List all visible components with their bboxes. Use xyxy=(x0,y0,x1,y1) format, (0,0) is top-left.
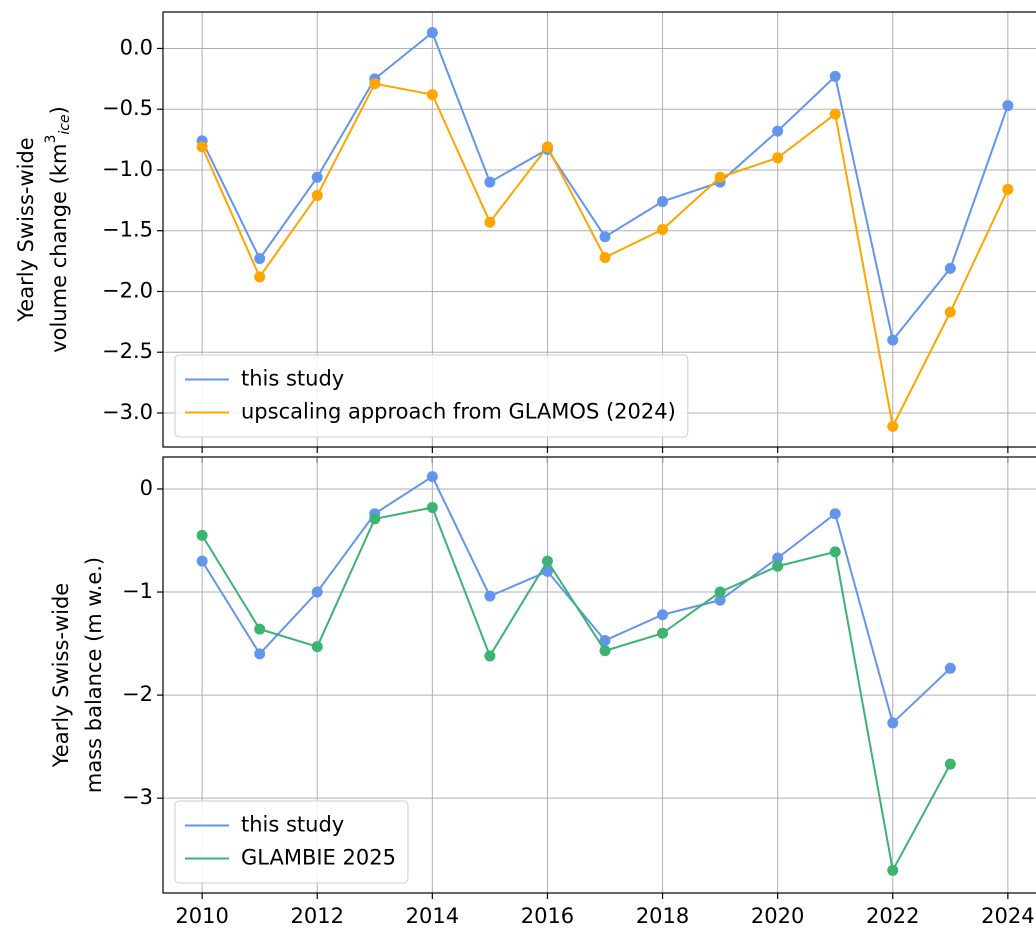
data-point xyxy=(829,546,841,558)
data-point xyxy=(426,89,438,101)
data-point xyxy=(1002,100,1014,112)
data-point xyxy=(311,586,323,598)
y-tick-label: −3 xyxy=(122,785,153,809)
data-point xyxy=(484,216,496,228)
x-tick-label: 2014 xyxy=(406,904,459,928)
data-point xyxy=(369,78,381,90)
data-point xyxy=(254,271,266,283)
data-point xyxy=(657,609,669,621)
x-tick-label: 2016 xyxy=(521,904,574,928)
x-tick-label: 2022 xyxy=(866,904,919,928)
legend-label: this study xyxy=(241,813,344,837)
data-point xyxy=(254,253,266,265)
x-tick-label: 2024 xyxy=(981,904,1034,928)
y-tick-label: −1.5 xyxy=(102,218,153,242)
y-tick-label: −3.0 xyxy=(102,400,153,424)
legend-box xyxy=(174,800,409,884)
y-tick-label: −2.5 xyxy=(102,339,153,363)
data-point xyxy=(657,196,669,208)
y-tick-label: −2 xyxy=(122,682,153,706)
data-point xyxy=(311,171,323,183)
legend-label: this study xyxy=(241,367,344,391)
y-tick-label: 0 xyxy=(140,476,153,500)
legend-label: GLAMBIE 2025 xyxy=(241,846,396,870)
data-point xyxy=(887,334,899,346)
data-point xyxy=(887,420,899,432)
y-tick-label: 0.0 xyxy=(120,35,153,59)
data-point xyxy=(599,645,611,657)
data-point xyxy=(772,552,784,564)
axes-frame xyxy=(162,456,1036,894)
legend-box xyxy=(174,354,689,438)
y-tick-label: −2.0 xyxy=(102,278,153,302)
data-point xyxy=(599,231,611,243)
data-point xyxy=(829,508,841,520)
y-axis-label: Yearly Swiss-wide xyxy=(49,583,73,768)
data-point xyxy=(599,634,611,646)
y-axis-label: Yearly Swiss-wide xyxy=(14,137,38,322)
data-point xyxy=(944,662,956,674)
data-point xyxy=(829,70,841,82)
data-point xyxy=(196,555,208,567)
y-axis-label-part: ice xyxy=(57,114,73,134)
data-point xyxy=(484,590,496,602)
data-point xyxy=(426,27,438,39)
data-point xyxy=(657,627,669,639)
legend-label: upscaling approach from GLAMOS (2024) xyxy=(241,400,676,424)
data-point xyxy=(1002,183,1014,195)
y-axis-label-part: 3 xyxy=(43,135,59,144)
data-point xyxy=(369,513,381,525)
data-point xyxy=(714,586,726,598)
data-point xyxy=(311,641,323,653)
data-point xyxy=(887,864,899,876)
y-axis-label-part: ) xyxy=(47,106,71,114)
data-point xyxy=(714,594,726,606)
data-point xyxy=(772,125,784,137)
y-tick-label: −1 xyxy=(122,579,153,603)
data-point xyxy=(829,108,841,120)
x-tick-label: 2010 xyxy=(175,904,228,928)
data-point xyxy=(196,141,208,153)
data-point xyxy=(599,251,611,263)
data-point xyxy=(426,471,438,483)
series-line xyxy=(201,506,952,874)
data-point xyxy=(944,306,956,318)
data-point xyxy=(657,224,669,235)
data-point xyxy=(484,650,496,662)
data-point xyxy=(254,623,266,635)
y-axis-label-part: mass balance (m w.e.) xyxy=(82,557,106,793)
data-point xyxy=(541,555,553,567)
y-axis-label: volume change (km3ice) xyxy=(43,106,73,353)
y-tick-label: −0.5 xyxy=(102,96,153,120)
legend: this study GLAMBIE 2025 xyxy=(174,800,409,884)
x-tick-label: 2012 xyxy=(291,904,344,928)
data-point xyxy=(254,648,266,660)
data-point xyxy=(887,717,899,729)
data-point xyxy=(196,529,208,541)
data-point xyxy=(426,502,438,514)
y-tick-label: −1.0 xyxy=(102,157,153,181)
data-point xyxy=(944,758,956,770)
axes-frame xyxy=(162,11,1036,448)
x-tick-label: 2018 xyxy=(636,904,689,928)
y-axis-label: mass balance (m w.e.) xyxy=(82,557,106,793)
data-point xyxy=(772,560,784,572)
y-axis-label-part: volume change (km xyxy=(47,144,71,353)
data-point xyxy=(541,565,553,577)
legend: this study upscaling approach from GLAMOS… xyxy=(174,354,689,438)
data-point xyxy=(944,262,956,274)
data-point xyxy=(484,176,496,188)
x-tick-label: 2020 xyxy=(751,904,804,928)
data-point xyxy=(311,189,323,201)
data-point xyxy=(714,171,726,183)
data-point xyxy=(772,152,784,164)
data-point xyxy=(541,141,553,153)
